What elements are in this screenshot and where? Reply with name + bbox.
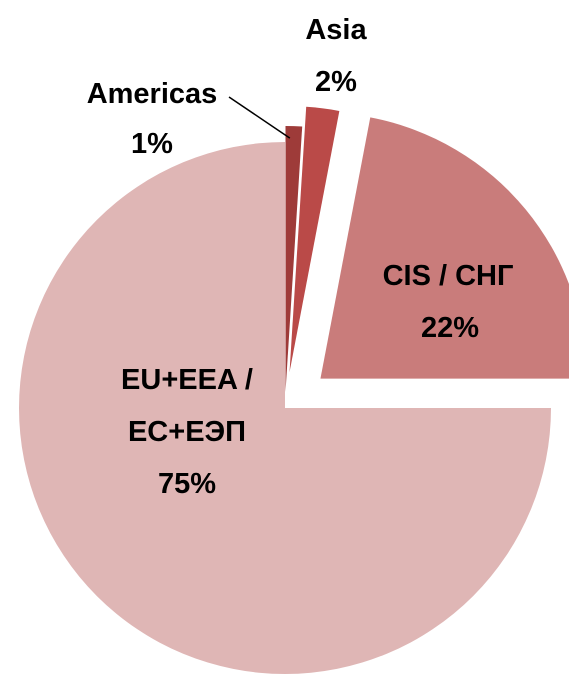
value-label: 2%	[315, 66, 357, 98]
pie-slice	[19, 142, 551, 674]
category-label: Asia	[305, 14, 367, 46]
value-label: 75%	[157, 468, 217, 500]
category-label: CIS / СНГ	[382, 260, 514, 292]
leader-line	[228, 96, 291, 139]
category-label: Americas	[86, 78, 218, 110]
pie-slice	[289, 106, 340, 373]
value-label: 1%	[131, 128, 173, 160]
pie-slice	[285, 126, 303, 393]
pie-slice	[320, 117, 569, 379]
category-label: EU+EEA / ЕС+ЕЭП	[121, 364, 253, 448]
value-label: 22%	[420, 312, 480, 344]
